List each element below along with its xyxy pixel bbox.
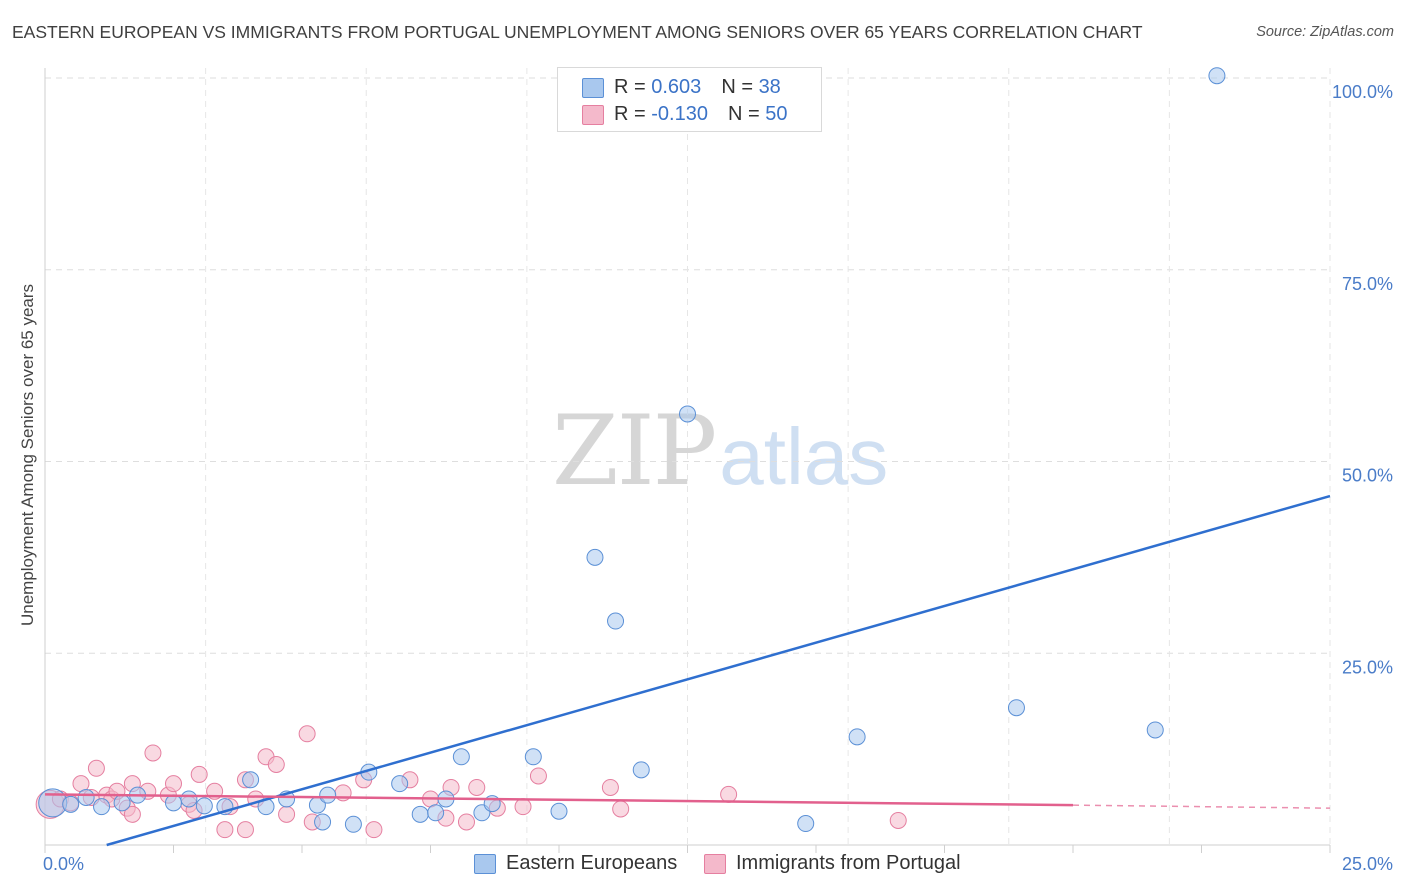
data-point-eastern-european	[550, 802, 568, 820]
data-point-portugal	[468, 778, 486, 796]
y-axis-label: Unemployment Among Seniors over 65 years	[18, 284, 37, 626]
trend-line-portugal-extension	[1072, 804, 1331, 809]
data-point-eastern-european	[113, 794, 131, 812]
data-point-eastern-european	[314, 813, 332, 831]
x-tick-label: 0.0%	[43, 854, 84, 874]
legend-n-value: 38	[758, 76, 781, 98]
data-point-portugal	[298, 725, 316, 743]
data-point-portugal	[216, 821, 234, 839]
trend-line-eastern-europeans	[106, 494, 1331, 847]
legend-label: Immigrants from Portugal	[736, 852, 961, 874]
data-point-portugal	[190, 765, 208, 783]
data-point-eastern-european	[242, 771, 260, 789]
data-point-portugal	[165, 775, 182, 793]
chart-title: EASTERN EUROPEAN VS IMMIGRANTS FROM PORT…	[12, 22, 1143, 42]
data-point-eastern-european	[180, 790, 198, 808]
y-tick-label: 50.0%	[1342, 466, 1393, 486]
data-point-eastern-european	[1208, 67, 1226, 85]
data-point-portugal	[365, 821, 383, 839]
data-point-eastern-european	[411, 805, 429, 823]
data-point-eastern-european	[165, 794, 182, 812]
trend-lines	[44, 494, 1331, 847]
data-point-portugal	[889, 811, 907, 829]
legend-swatch-pink	[582, 105, 604, 125]
data-point-eastern-european	[77, 788, 95, 806]
legend-n-value: 50	[765, 103, 788, 125]
data-point-eastern-european	[319, 786, 337, 804]
source-note: Source: ZipAtlas.com	[1256, 24, 1394, 40]
data-point-eastern-european	[195, 797, 213, 815]
x-tick-label: 25.0%	[1342, 854, 1393, 874]
data-point-portugal	[267, 755, 285, 773]
legend-r-label: R =	[614, 103, 652, 125]
correlation-legend: R = 0.603 N = 38 R = -0.130 N = 50	[557, 67, 822, 132]
data-point-eastern-european	[344, 815, 362, 833]
legend-label: Eastern Europeans	[506, 852, 678, 874]
data-point-portugal	[612, 800, 630, 818]
data-point-eastern-european	[452, 748, 470, 766]
y-tick-label: 75.0%	[1342, 274, 1393, 294]
data-point-eastern-european	[62, 795, 80, 813]
data-point-eastern-european	[93, 798, 111, 816]
legend-swatch-blue	[582, 78, 604, 98]
data-point-portugal	[529, 767, 547, 785]
data-point-portugal	[236, 821, 254, 839]
data-point-portugal	[720, 785, 738, 803]
data-point-portugal	[278, 805, 296, 823]
data-point-eastern-european	[427, 804, 445, 822]
data-point-eastern-european	[848, 728, 866, 746]
legend-r-value: -0.130	[651, 103, 708, 125]
data-point-portugal	[457, 813, 475, 831]
data-point-eastern-european	[679, 405, 696, 423]
data-point-portugal	[87, 759, 105, 777]
data-point-eastern-european	[797, 815, 815, 833]
legend-n-label: N =	[727, 103, 766, 125]
data-point-eastern-european	[607, 612, 625, 630]
axes	[44, 68, 1331, 853]
data-point-eastern-european	[1007, 699, 1025, 717]
data-point-portugal	[601, 778, 619, 796]
legend-r-label: R =	[614, 76, 652, 98]
y-tick-label: 25.0%	[1342, 657, 1393, 677]
data-point-eastern-european	[586, 548, 604, 566]
data-point-eastern-european	[524, 748, 542, 766]
legend-r-value: 0.603	[651, 76, 702, 98]
data-point-portugal	[123, 805, 141, 823]
data-point-portugal	[514, 798, 532, 816]
y-tick-label: 100.0%	[1332, 82, 1393, 102]
series-legend: Eastern Europeans Immigrants from Portug…	[0, 852, 1406, 878]
legend-swatch-pink	[704, 854, 726, 874]
data-point-portugal	[144, 744, 162, 762]
data-point-eastern-european	[1146, 721, 1164, 739]
series-eastern-europeans	[38, 67, 1226, 833]
tick-labels: 25.0% 50.0% 75.0% 100.0% 0.0% 25.0% Unemployme…	[18, 82, 1393, 874]
trend-line-portugal	[44, 793, 1074, 807]
series-immigrants-from-portugal	[35, 725, 907, 839]
legend-n-label: N =	[721, 76, 759, 98]
data-point-eastern-european	[632, 761, 650, 779]
legend-swatch-blue	[474, 854, 496, 874]
data-point-eastern-european	[391, 775, 409, 793]
grid	[45, 68, 1331, 845]
